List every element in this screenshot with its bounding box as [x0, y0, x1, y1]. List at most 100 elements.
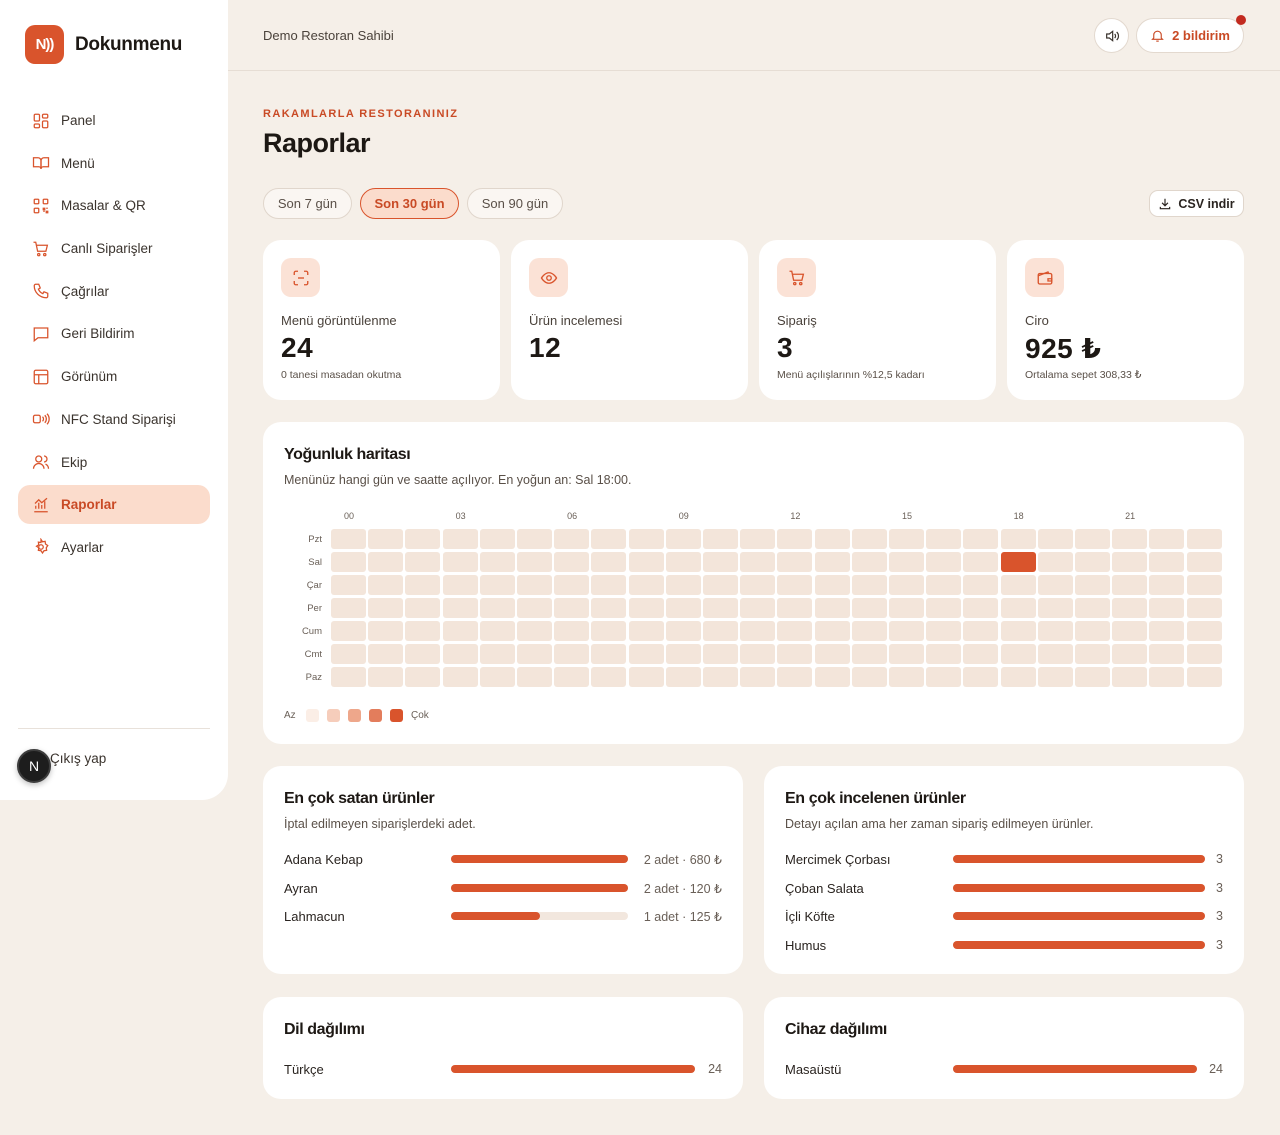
logout-button[interactable]: Çıkış yap	[50, 751, 107, 766]
sidebar-item-label: Raporlar	[61, 497, 117, 513]
heatmap-cell	[628, 598, 664, 618]
bar-value: 3	[1216, 880, 1223, 895]
range-7-days-button[interactable]: Son 7 gün	[263, 188, 352, 219]
stat-value: 12	[529, 332, 562, 363]
sidebar-item-feedback[interactable]: Geri Bildirim	[18, 314, 210, 353]
heatmap-cell	[554, 644, 590, 664]
heatmap-day-label: Pzt	[308, 534, 322, 545]
sidebar-item-calls[interactable]: Çağrılar	[18, 272, 210, 311]
sidebar-item-menu[interactable]: Menü	[18, 144, 210, 183]
heatmap-cell	[814, 529, 850, 549]
heatmap-cell	[665, 575, 701, 595]
stat-label: Sipariş	[777, 313, 817, 328]
heatmap-cell	[889, 644, 924, 664]
heatmap-cell	[442, 552, 478, 572]
heatmap-cell	[1037, 621, 1073, 641]
heatmap-cell	[740, 621, 776, 641]
brand[interactable]: N)) Dokunmenu	[25, 25, 182, 64]
sidebar-item-live-orders[interactable]: Canlı Siparişler	[18, 229, 210, 268]
heatmap-cell	[889, 598, 924, 618]
heatmap-cell	[517, 598, 552, 618]
stat-label: Ürün incelemesi	[529, 313, 623, 328]
sidebar-item-reports[interactable]: Raporlar	[18, 485, 210, 525]
bar-track	[953, 855, 1205, 863]
sidebar-divider	[18, 728, 210, 729]
heatmap-cell	[1075, 552, 1110, 572]
heatmap-cell	[405, 529, 441, 549]
heatmap-cell	[1075, 667, 1110, 687]
csv-download-button[interactable]: CSV indir	[1149, 190, 1244, 217]
heatmap-cell	[554, 575, 590, 595]
heatmap-cell	[1037, 598, 1073, 618]
sidebar-item-settings[interactable]: Ayarlar	[18, 528, 210, 567]
heatmap-hour-label: 03	[455, 511, 466, 521]
language-title: Dil dağılımı	[284, 1021, 365, 1038]
bar-track	[451, 883, 628, 892]
bar-track	[451, 912, 628, 920]
bar-track	[451, 1065, 695, 1073]
heatmap-cell	[1000, 575, 1036, 595]
avatar[interactable]: N	[17, 749, 51, 783]
heatmap-day-label: Per	[307, 603, 322, 614]
top-selling-title: En çok satan ürünler	[284, 790, 435, 807]
heatmap-cell	[851, 552, 887, 572]
heatmap-day-label: Cmt	[304, 649, 322, 660]
scan-icon	[281, 258, 320, 297]
heatmap-cell	[517, 529, 552, 549]
device-card: Cihaz dağılımı Masaüstü 24	[764, 997, 1244, 1099]
heatmap-cell	[479, 598, 515, 618]
notifications-button[interactable]: 2 bildirim	[1136, 18, 1244, 53]
bar-fill	[953, 883, 1205, 892]
range-30-days-button[interactable]: Son 30 gün	[360, 188, 459, 219]
notification-dot	[1236, 15, 1246, 25]
heatmap-hour-label: 12	[790, 511, 801, 521]
heatmap-cell	[665, 667, 701, 687]
heatmap-day-label: Sal	[308, 557, 322, 568]
heatmap-cell	[1000, 529, 1036, 549]
sound-button[interactable]	[1094, 18, 1129, 53]
heatmap-hour-label: 06	[567, 511, 578, 521]
sidebar-item-panel[interactable]: Panel	[18, 101, 210, 140]
csv-download-label: CSV indir	[1178, 196, 1235, 211]
heatmap-cell	[479, 552, 515, 572]
heatmap-cell	[814, 644, 850, 664]
bar-row-label: Humus	[785, 937, 827, 953]
heatmap-day-label: Paz	[305, 672, 322, 683]
stat-card-revenue: Ciro 925 ₺ Ortalama sepet 308,33 ₺	[1007, 240, 1244, 400]
gear-icon	[35, 538, 49, 555]
heatmap-cell	[368, 598, 404, 618]
sidebar-item-label: Panel	[61, 113, 96, 128]
heatmap-cell	[665, 621, 701, 641]
sidebar-item-team[interactable]: Ekip	[18, 443, 210, 482]
heatmap-cell	[331, 598, 366, 618]
heatmap-cell	[851, 575, 887, 595]
sidebar-item-tables-qr[interactable]: Masalar & QR	[18, 186, 210, 225]
range-90-days-button[interactable]: Son 90 gün	[467, 188, 563, 219]
heatmap-cell	[889, 575, 924, 595]
heatmap-cell	[554, 529, 590, 549]
heatmap-cell	[331, 621, 366, 641]
heatmap-hour-label: 21	[1125, 511, 1136, 521]
heatmap-cell	[368, 621, 404, 641]
heatmap-cell	[628, 575, 664, 595]
heatmap-cell	[963, 529, 999, 549]
qr-icon	[33, 198, 49, 214]
sidebar-item-appearance[interactable]: Görünüm	[18, 357, 210, 396]
heatmap-cell	[628, 529, 664, 549]
bar-value: 2 adet · 120 ₺	[643, 881, 722, 896]
heatmap-legend-swatch	[369, 709, 382, 722]
sidebar-item-nfc-stand[interactable]: NFC Stand Siparişi	[18, 400, 210, 439]
bar-fill	[451, 883, 628, 892]
top-selling-subtitle: İptal edilmeyen siparişlerdeki adet.	[284, 817, 476, 831]
bar-row-label: Mercimek Çorbası	[785, 852, 891, 867]
heatmap-cell	[1037, 552, 1073, 572]
heatmap-cell	[554, 598, 590, 618]
phone-icon	[33, 283, 49, 299]
heatmap-cell	[703, 667, 738, 687]
heatmap-cell	[1186, 575, 1222, 595]
heatmap-cell	[405, 667, 441, 687]
heatmap-cell	[703, 529, 738, 549]
heatmap-cell	[479, 529, 515, 549]
heatmap-cell	[963, 621, 999, 641]
heatmap-cell	[628, 667, 664, 687]
